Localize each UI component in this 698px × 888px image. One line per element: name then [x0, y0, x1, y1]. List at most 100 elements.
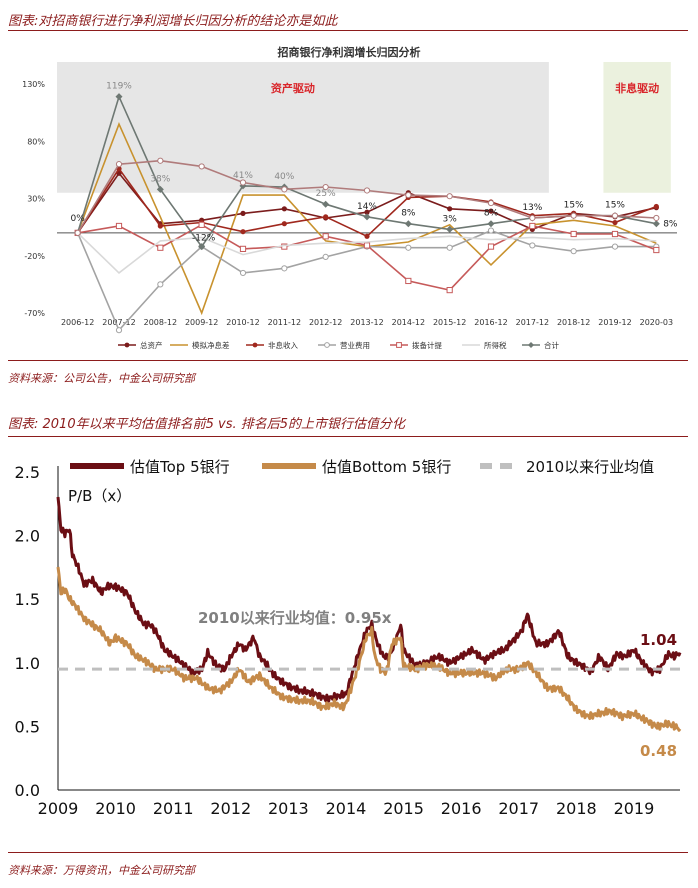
chart1-title: 招商银行净利润增长归因分析	[278, 45, 421, 59]
chart1-point	[322, 253, 329, 260]
chart2-legend-label: 2010以来行业均值	[526, 458, 654, 476]
chart1-point	[74, 229, 81, 236]
chart2-xtick-label: 2017	[498, 799, 539, 818]
chart1-data-label: 38%	[150, 174, 170, 184]
chart1-point	[115, 161, 123, 168]
chart1-data-label: 25%	[316, 189, 336, 199]
chart1-xtick-label: 2016-12	[474, 318, 507, 327]
chart1-ytick-label: 130%	[22, 80, 45, 89]
chart1-xtick-label: 2008-12	[144, 318, 177, 327]
chart1-point	[611, 212, 619, 219]
chart1-point	[652, 220, 660, 228]
chart1-xtick-label: 2014-12	[392, 318, 425, 327]
chart2-series-line	[56, 566, 682, 732]
chart2-ytick-label: 0.5	[15, 717, 40, 736]
chart2-ytick-label: 1.5	[15, 590, 40, 609]
chart1-point	[446, 225, 454, 233]
chart1-point	[570, 248, 577, 255]
chart1-point	[653, 203, 659, 210]
chart1-point	[281, 186, 288, 193]
chart1-point	[487, 220, 495, 228]
chart1-point	[363, 213, 371, 221]
chart1-series	[74, 93, 660, 334]
chart1-point	[487, 199, 495, 207]
chart1-point	[570, 212, 577, 219]
chart1-point	[447, 206, 453, 212]
chart1-region-label: 资产驱动	[271, 81, 315, 95]
chart1-xtick-label: 2010-12	[226, 318, 259, 327]
chart2-source: 资料来源：万得资讯，中金公司研究部	[8, 864, 195, 877]
chart1-data-label: 8%	[484, 209, 499, 219]
chart1-data-label: 41%	[233, 171, 253, 181]
chart1-source-rule	[8, 360, 688, 361]
chart1-xtick-label: 2015-12	[433, 318, 466, 327]
chart1-data-label: 8%	[401, 209, 416, 219]
chart1-point	[239, 269, 247, 277]
chart1-xtick-label: 2018-12	[557, 318, 590, 327]
chart1-xtick-label: 2007-12	[102, 318, 135, 327]
chart1-legend-label: 总资产	[140, 340, 163, 350]
chart1-data-label: 14%	[357, 202, 377, 212]
chart2-xtick-label: 2019	[614, 799, 655, 818]
chart1-point	[157, 281, 164, 288]
chart1-svg: 招商银行净利润增长归因分析 资产驱动 非息驱动 130% 80% 30% -20% -70…	[22, 45, 678, 350]
chart1-legend-label: 营业费用	[340, 340, 370, 350]
chart1-xtick-label: 2012-12	[309, 318, 342, 327]
chart1-ytick-label: 80%	[27, 137, 45, 146]
chart1-point	[653, 246, 660, 254]
chart1-data-labels: 0% 119% 38% -12% 41% 40% 25% 14% 8% 3% 8% 13% 15% 15%…	[71, 82, 678, 244]
chart1-point	[446, 287, 453, 294]
chart1-data-label: 13%	[522, 203, 542, 213]
chart1-legend-marker	[124, 342, 130, 348]
chart2-xtick-label: 2014	[326, 799, 367, 818]
chart2-series	[56, 496, 682, 732]
chart1-xtick-label: 2006-12	[61, 318, 94, 327]
chart1-data-label: 40%	[274, 172, 294, 182]
chart1-point	[364, 209, 370, 215]
chart1-point	[612, 219, 618, 226]
chart2-xtick-label: 2015	[383, 799, 424, 818]
chart1-legend-label: 非息收入	[268, 340, 298, 350]
chart1-point	[653, 214, 660, 222]
chart2-xtick-label: 2011	[153, 799, 194, 818]
chart1-xtick-label: 2011-12	[268, 318, 301, 327]
chart1-point	[529, 242, 536, 249]
chart1-point	[405, 277, 412, 285]
chart1-point	[529, 214, 536, 222]
chart1-point	[281, 265, 288, 272]
chart1-data-label: -12%	[192, 234, 216, 244]
chart2-ytick-label: 2.0	[15, 527, 40, 546]
chart1-shaded-region	[57, 62, 549, 193]
chart2-xtick-label: 2016	[441, 799, 482, 818]
chart1-point	[281, 221, 287, 227]
chart1-legend-label: 合计	[544, 340, 559, 350]
chart1-source: 资料来源：公司公告，中金公司研究部	[8, 372, 195, 385]
chart2-xtick-label: 2010	[95, 799, 136, 818]
chart1-legend-label: 拨备计提	[412, 340, 442, 350]
chart1-data-label: 119%	[106, 82, 132, 92]
chart1-point	[529, 222, 536, 230]
chart1-point	[157, 223, 163, 229]
chart1-legend-label: 所得税	[484, 340, 507, 350]
chart1-legend-marker	[324, 342, 330, 348]
chart1-point	[157, 157, 164, 164]
chart1-point	[405, 244, 412, 251]
chart1-data-label: 8%	[663, 220, 678, 230]
chart1-data-label: 15%	[605, 201, 625, 211]
chart2-source-rule	[8, 852, 688, 853]
chart2-ytick-label: 2.5	[15, 463, 40, 482]
chart1-point	[322, 233, 329, 240]
chart1-point	[198, 221, 205, 228]
chart1-legend-label: 模拟净息差	[192, 340, 230, 350]
chart1-point	[240, 210, 246, 216]
chart1-point	[487, 227, 495, 234]
chart1-legend-marker	[396, 342, 402, 348]
chart1-point	[322, 183, 329, 191]
chart1-point	[239, 179, 247, 186]
chart1-xtick-label: 2013-12	[350, 318, 383, 327]
chart2-series-line	[56, 496, 682, 703]
chart1-point	[446, 244, 453, 251]
chart2-mean-annotation: 2010以来行业均值：0.95x	[198, 609, 392, 627]
chart1-point	[446, 193, 453, 200]
